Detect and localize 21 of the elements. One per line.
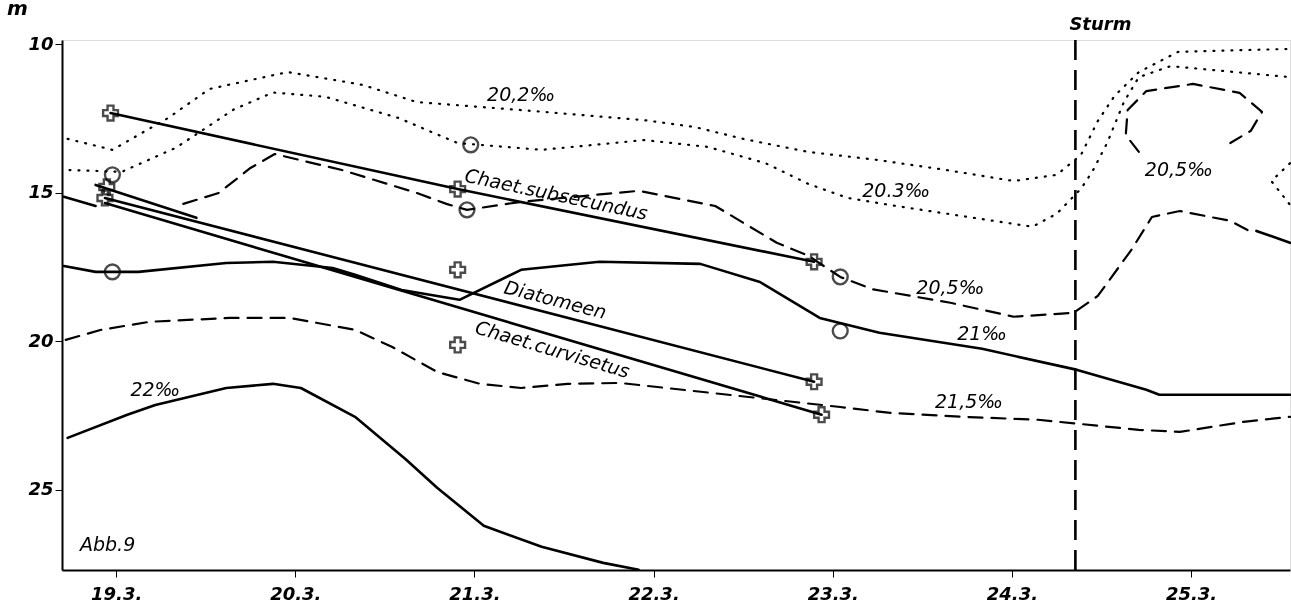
y-tick-label: 25 bbox=[28, 478, 54, 500]
ref-line-label: Sturm bbox=[1069, 13, 1132, 34]
annotation: Abb.9 bbox=[78, 533, 136, 555]
annotation: 20.3‰ bbox=[862, 178, 931, 201]
x-tick-label: 24.3. bbox=[986, 582, 1039, 604]
annotation: 20,2‰ bbox=[487, 83, 556, 106]
y-tick-label: 10 bbox=[28, 32, 54, 54]
annotation: 20,5‰ bbox=[916, 275, 985, 298]
y-tick-label: 15 bbox=[28, 181, 54, 203]
x-tick-label: 21.3. bbox=[449, 582, 501, 604]
annotation: 21‰ bbox=[957, 321, 1007, 344]
x-tick-label: 22.3. bbox=[628, 582, 680, 604]
y-axis-title: m bbox=[7, 0, 28, 20]
annotation: 21,5‰ bbox=[935, 390, 1003, 413]
y-tick-label: 20 bbox=[28, 329, 54, 351]
x-tick-label: 19.3. bbox=[91, 582, 143, 604]
x-tick-label: 23.3. bbox=[807, 582, 859, 604]
annotation: 20,5‰ bbox=[1144, 157, 1213, 180]
x-tick-label: 25.3. bbox=[1165, 582, 1218, 604]
annotation: 22‰ bbox=[130, 377, 181, 400]
x-tick-label: 20.3. bbox=[270, 582, 322, 604]
